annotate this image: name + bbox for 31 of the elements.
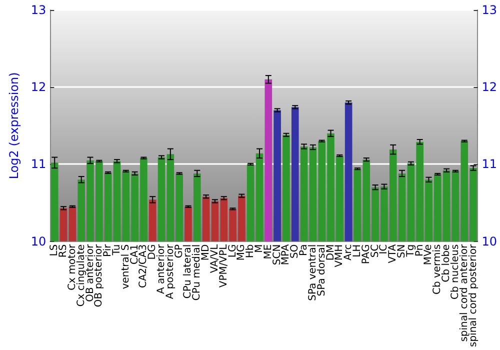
y2-tick-label: 12 bbox=[482, 80, 498, 94]
y2-tick-label: 11 bbox=[482, 157, 498, 172]
x-tick-label: spinal cord posterior bbox=[468, 243, 479, 348]
x-tick-label: Pa bbox=[298, 244, 310, 256]
y-tick-label: 11 bbox=[30, 157, 46, 172]
x-tick-label: VPM/VPL bbox=[218, 244, 230, 288]
x-tick-label: Tu bbox=[111, 244, 122, 256]
x-tick-label: ME bbox=[262, 244, 274, 260]
y2-tick-label: 13 bbox=[482, 3, 498, 17]
x-tick-label: OB posterior bbox=[94, 243, 105, 308]
y-tick-label: 12 bbox=[30, 80, 46, 94]
x-tick-label: ventral S bbox=[120, 244, 132, 290]
x-tick-label: MVe bbox=[423, 244, 434, 266]
x-tick-label: DG bbox=[147, 244, 158, 260]
y2-tick-label: 10 bbox=[482, 234, 498, 248]
x-tick-label: Tg bbox=[405, 244, 416, 258]
x-tick-label: VA/VL bbox=[209, 244, 220, 274]
y-tick-label: 13 bbox=[30, 3, 46, 17]
y-tick-label: 10 bbox=[30, 234, 46, 248]
x-tick-label: RS bbox=[58, 244, 70, 258]
x-tick-label: A posterior bbox=[164, 243, 176, 300]
x-tick-label: SCN bbox=[272, 244, 283, 266]
x-tick-label: Cx cingulate bbox=[76, 244, 87, 307]
x-tick-label: M bbox=[254, 244, 265, 253]
y-axis-title: Log2 (expression) bbox=[7, 72, 21, 180]
x-tick-label: LH bbox=[352, 244, 363, 258]
x-tick-label: GP bbox=[174, 244, 185, 258]
x-tick-label: PAG bbox=[360, 244, 372, 264]
x-tick-label: spinal cord anterior bbox=[458, 243, 470, 342]
x-tick-label: Cb lobe bbox=[441, 244, 452, 282]
x-tick-label: SPa dorsal bbox=[316, 244, 328, 296]
